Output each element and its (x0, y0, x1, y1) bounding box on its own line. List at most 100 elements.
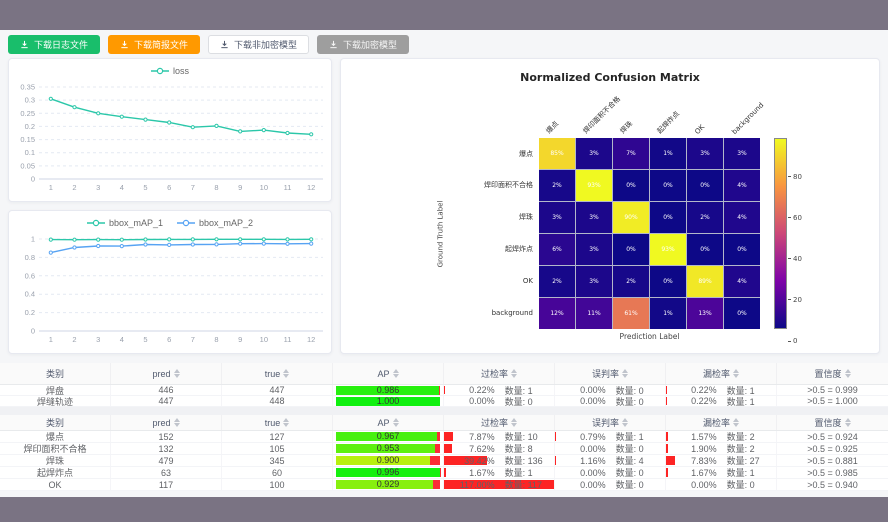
pred-cell: 479 (111, 455, 222, 466)
column-label: true (264, 368, 281, 379)
rate-percent: 0.00% (580, 479, 606, 490)
loss-line-chart[interactable]: 00.050.10.150.20.250.30.351 2 3 4 5 6 7 8 9 10 11 1… (9, 79, 331, 197)
matrix-cell: 12% (539, 298, 575, 329)
loss-chart-card: loss 0 0.05 0.1 0.15 0.2 0.25 0.3 0.35 1 2 3 4 5 6 7 8 9… (8, 58, 332, 202)
svg-text:4: 4 (120, 335, 124, 344)
matrix-cell: 4% (724, 202, 760, 233)
svg-text:0: 0 (31, 175, 35, 184)
window-chrome-top (0, 0, 888, 30)
button-label: 下载加密模型 (343, 39, 398, 50)
ap-value: 0.996 (376, 467, 400, 477)
column-label: 类别 (45, 418, 64, 428)
dashboard-page: 下载日志文件 下载简报文件 下载非加密模型 下载加密模型 loss 0 0.05 0… (0, 30, 888, 497)
column-header-conf[interactable]: 置信度 (777, 415, 888, 430)
download-report-button[interactable]: 下载简报文件 (108, 34, 201, 54)
table-body: 焊盘 446 447 0.986 0.22% 数量: 1 0.00% 数量: 0 0.22% 数量… (0, 385, 888, 407)
rate-bar (444, 444, 453, 453)
sort-caret-icon (173, 369, 180, 378)
miss-rate-cell: 0.00% 数量: 0 (666, 479, 777, 490)
column-header-true[interactable]: true (222, 415, 333, 430)
over-detect-rate-cell: 39.42% 数量: 136 (444, 455, 555, 466)
window-chrome-bottom (0, 497, 888, 522)
matrix-cell: 11% (576, 298, 612, 329)
legend-item-bbox_mAP_1[interactable]: bbox_mAP_1 (86, 218, 163, 228)
download-encrypted-model-button[interactable]: 下载加密模型 (317, 34, 410, 54)
svg-text:2: 2 (72, 335, 76, 344)
rate-percent: 0.00% (469, 396, 495, 406)
rate-bar (666, 432, 668, 441)
column-header-conf[interactable]: 置信度 (777, 363, 888, 384)
column-label: true (264, 417, 281, 428)
sort-caret-icon (392, 369, 399, 378)
svg-text:1: 1 (31, 235, 35, 244)
svg-text:4: 4 (120, 183, 124, 192)
true-cell: 448 (222, 396, 333, 406)
column-header-true[interactable]: true (222, 363, 333, 384)
matrix-cell: 0% (650, 170, 686, 201)
column-header-over[interactable]: 过检率 (444, 415, 555, 430)
miss-rate-cell: 1.90% 数量: 2 (666, 443, 777, 454)
confidence-cell: >0.5 = 1.000 (807, 396, 858, 406)
column-header-class: 类别 (0, 415, 111, 430)
column-label: 漏检率 (702, 369, 730, 379)
download-log-button[interactable]: 下载日志文件 (8, 34, 101, 54)
tables-spacer (0, 407, 888, 415)
column-header-miss[interactable]: 漏检率 (666, 415, 777, 430)
rate-percent: 1.67% (691, 467, 717, 478)
true-cell: 127 (222, 431, 333, 442)
column-header-mis[interactable]: 误判率 (555, 415, 666, 430)
rate-percent: 117.00% (459, 479, 495, 490)
matrix-row-label: 焊珠 (519, 213, 533, 221)
matrix-col-label: background (730, 101, 766, 136)
metrics-table-1: 类别 pred true AP 过检率 误判率 漏检率 置信度 焊盘 446 447 0.986 0.… (0, 363, 888, 407)
sort-caret-icon (733, 369, 739, 378)
sort-caret-icon (511, 418, 517, 427)
matrix-cell: 2% (687, 202, 723, 233)
download-icon (221, 40, 228, 48)
legend-item-bbox_mAP_2[interactable]: bbox_mAP_2 (177, 218, 253, 228)
miss-rate-cell: 0.22% 数量: 1 (666, 385, 777, 395)
table-row: 爆点 152 127 0.967 7.87% 数量: 10 0.79% 数量: 1 1.57% 数… (0, 431, 888, 443)
rate-bar (444, 480, 554, 489)
column-header-mis[interactable]: 误判率 (555, 363, 666, 384)
column-header-over[interactable]: 过检率 (444, 363, 555, 384)
download-unencrypted-model-button[interactable]: 下载非加密模型 (208, 34, 310, 54)
ap-value: 0.986 (376, 385, 400, 395)
charts-row: loss 0 0.05 0.1 0.15 0.2 0.25 0.3 0.35 1 2 3 4 5 6 7 8 9… (0, 58, 888, 354)
rate-count: 数量: 0 (615, 396, 644, 407)
legend-item-loss[interactable]: loss (150, 66, 189, 76)
column-header-pred[interactable]: pred (111, 363, 222, 384)
metrics-table-2: 类别 pred true AP 过检率 误判率 漏检率 置信度 爆点 152 127 0.967 7.… (0, 415, 888, 491)
over-detect-rate-cell: 0.00% 数量: 0 (444, 396, 555, 406)
rate-percent: 7.87% (469, 431, 495, 442)
column-header-class: 类别 (0, 363, 111, 384)
column-header-ap[interactable]: AP (333, 415, 444, 430)
matrix-cell: 3% (687, 138, 723, 169)
true-cell: 60 (222, 467, 333, 478)
svg-text:0.05: 0.05 (20, 161, 35, 170)
matrix-cell: 13% (687, 298, 723, 329)
ap-bar-cell: 1.000 (333, 396, 444, 406)
rate-bar (444, 456, 488, 465)
matrix-cell: 1% (650, 298, 686, 329)
column-header-ap[interactable]: AP (333, 363, 444, 384)
matrix-col-label: 焊印面积不合格 (581, 94, 622, 136)
over-detect-rate-cell: 0.22% 数量: 1 (444, 385, 555, 395)
confidence-cell: >0.5 = 0.999 (807, 385, 858, 395)
matrix-cell: 3% (539, 202, 575, 233)
table-row: 焊缝轨迹 447 448 1.000 0.00% 数量: 0 0.00% 数量: 0 0.22%… (0, 396, 888, 407)
class-cell: 起焊炸点 (0, 467, 111, 478)
column-header-pred[interactable]: pred (111, 415, 222, 430)
toolbar: 下载日志文件 下载简报文件 下载非加密模型 下载加密模型 (0, 30, 888, 58)
map-line-chart[interactable]: 00.20.40.60.811 2 3 4 5 6 7 8 9 10 11 12 (9, 231, 331, 349)
svg-text:11: 11 (284, 183, 292, 192)
confidence-cell: >0.5 = 0.985 (807, 467, 858, 478)
left-chart-column: loss 0 0.05 0.1 0.15 0.2 0.25 0.3 0.35 1 2 3 4 5 6 7 8 9… (8, 58, 332, 354)
column-header-miss[interactable]: 漏检率 (666, 363, 777, 384)
class-cell: 焊盘 (0, 385, 111, 395)
ap-bar-cell: 0.953 (333, 443, 444, 454)
rate-count: 数量: 8 (504, 444, 533, 454)
rate-count: 数量: 117 (504, 480, 542, 490)
table-row: 焊印面积不合格 132 105 0.953 7.62% 数量: 8 0.00% 数量: 0 1.… (0, 443, 888, 455)
rate-bar (555, 456, 557, 465)
